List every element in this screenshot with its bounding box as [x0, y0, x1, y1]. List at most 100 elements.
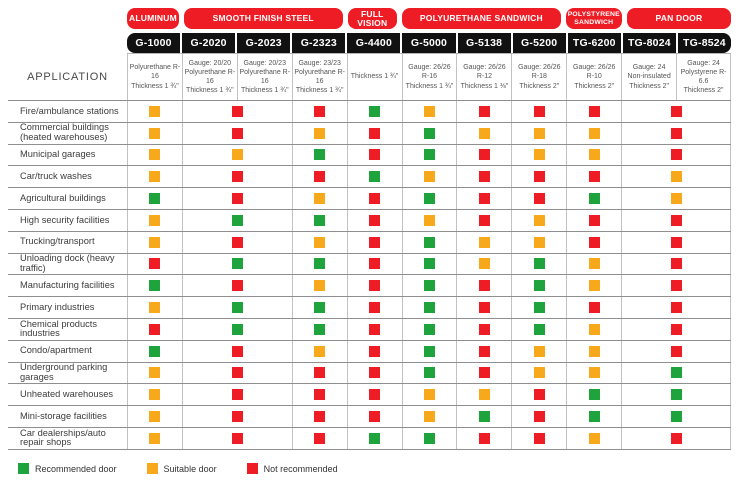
rating-cell [401, 122, 457, 144]
rating-cell [511, 297, 566, 318]
rating-not-recommended-square [314, 105, 326, 117]
rating-not-recommended-square [533, 171, 545, 183]
rating-cell [401, 384, 457, 406]
rating-not-recommended-square [231, 432, 243, 444]
rating-recommended-square [231, 214, 243, 226]
legend-item: Recommended door [18, 463, 117, 474]
rating-recommended-square [670, 411, 682, 423]
rating-cell [127, 362, 182, 384]
rating-cell [346, 384, 402, 406]
spec-line: Thickness 1 ¾" [240, 87, 289, 95]
model-header-cell: G-4400 [347, 33, 401, 53]
legend-recommended-swatch [18, 463, 29, 474]
row-label: Car dealerships/auto repair shops [20, 427, 106, 448]
rating-cell [401, 253, 457, 275]
legend-item: Suitable door [146, 463, 217, 474]
rating-recommended-square [533, 323, 545, 335]
rating-cell [401, 166, 457, 188]
rating-recommended-square [314, 302, 326, 314]
model-header-cell: G-2023 [237, 33, 291, 53]
rating-recommended-square [423, 367, 435, 379]
rating-suitable-square [314, 127, 326, 139]
rating-not-recommended-square [670, 302, 682, 314]
rating-recommended-square [369, 105, 381, 117]
table-row: Municipal garages [8, 144, 731, 167]
model-header-cell: G-2323 [292, 33, 346, 53]
spec-line: Gauge: 20/20 [188, 59, 232, 67]
rating-cell [401, 275, 457, 297]
rating-suitable-square [588, 323, 600, 335]
rating-not-recommended-square [369, 389, 381, 401]
spec-cell: Gauge: 26/26 R-12 Thickness 1 ⅜" [456, 54, 511, 100]
rating-not-recommended-square [478, 345, 490, 357]
rating-not-recommended-square [369, 236, 381, 248]
spec-cell: Gauge: 20/23 Polyurethane R-16 Thickness 1… [236, 54, 292, 100]
spec-cell: Gauge: 26/26 R-16 Thickness 1 ¾" [401, 54, 457, 100]
rating-cell [346, 253, 402, 275]
rating-cell [291, 275, 347, 297]
rating-cell [346, 362, 402, 384]
rating-recommended-square [423, 432, 435, 444]
rating-cell [346, 144, 402, 166]
spec-line: Gauge: 24 [687, 59, 720, 67]
spec-line: Thickness 2" [574, 82, 615, 90]
rating-suitable-square [149, 105, 161, 117]
rating-cell [181, 188, 292, 209]
rating-suitable-square [149, 149, 161, 161]
rating-cell [181, 209, 292, 231]
spec-line: Gauge: 26/26 [518, 64, 561, 72]
rating-cell [401, 231, 457, 253]
rating-suitable-square [149, 236, 161, 248]
spec-line: Thickness 1 ¾" [131, 82, 179, 90]
rating-suitable-square [149, 171, 161, 183]
legend-not-recommended-swatch [246, 463, 258, 474]
rating-suitable-square [588, 127, 600, 139]
rating-cell [181, 275, 292, 297]
rating-not-recommended-square [314, 367, 326, 379]
rating-cell [401, 340, 457, 362]
rating-suitable-square [478, 236, 490, 248]
rating-not-recommended-square [478, 105, 490, 117]
model-header-cell: TG-8024 [622, 33, 676, 53]
spec-line: R-12 [476, 73, 492, 81]
rating-not-recommended-square [369, 258, 381, 270]
rating-suitable-square [423, 105, 435, 117]
rating-cell [127, 406, 182, 427]
rating-recommended-square [533, 280, 545, 292]
rating-not-recommended-square [369, 345, 381, 357]
rating-cell [456, 384, 511, 406]
row-cells [127, 297, 731, 318]
row-label: Underground parking garages [20, 362, 108, 382]
rating-cell [566, 362, 621, 384]
rating-not-recommended-square [231, 367, 243, 379]
rating-not-recommended-square [588, 214, 600, 226]
rating-suitable-square [670, 193, 682, 205]
category-row: ALUMINUM SMOOTH FINISH STEEL FULL VISION PO… [127, 8, 731, 29]
legend-label: Suitable door [163, 463, 217, 474]
rating-cell [181, 384, 292, 406]
spec-cell: Polyurethane R-16 Thickness 1 ¾" [127, 54, 182, 100]
rating-cell [346, 209, 402, 231]
rating-recommended-square [423, 127, 435, 139]
row-label: Unheated warehouses [20, 388, 114, 399]
rating-cell [346, 231, 402, 253]
table-row: Mini-storage facilities [8, 406, 731, 428]
rating-cell [181, 362, 292, 384]
rating-cell [621, 144, 731, 166]
rating-recommended-square [588, 411, 600, 423]
row-label: Trucking/transport [20, 236, 95, 247]
rating-cell [291, 231, 347, 253]
spec-line: Gauge: 23/23 [298, 59, 341, 67]
rating-cell [346, 297, 402, 318]
rating-cell [127, 209, 182, 231]
rating-matrix: Fire/ambulance stations Commercial buildi… [8, 101, 731, 450]
rating-suitable-square [149, 214, 161, 226]
rating-not-recommended-square [533, 193, 545, 205]
rating-cell [181, 253, 292, 275]
rating-cell [456, 340, 511, 362]
rating-not-recommended-square [670, 127, 682, 139]
model-header-cell: G-5000 [402, 33, 456, 53]
rating-cell [127, 275, 182, 297]
rating-cell [181, 340, 292, 362]
